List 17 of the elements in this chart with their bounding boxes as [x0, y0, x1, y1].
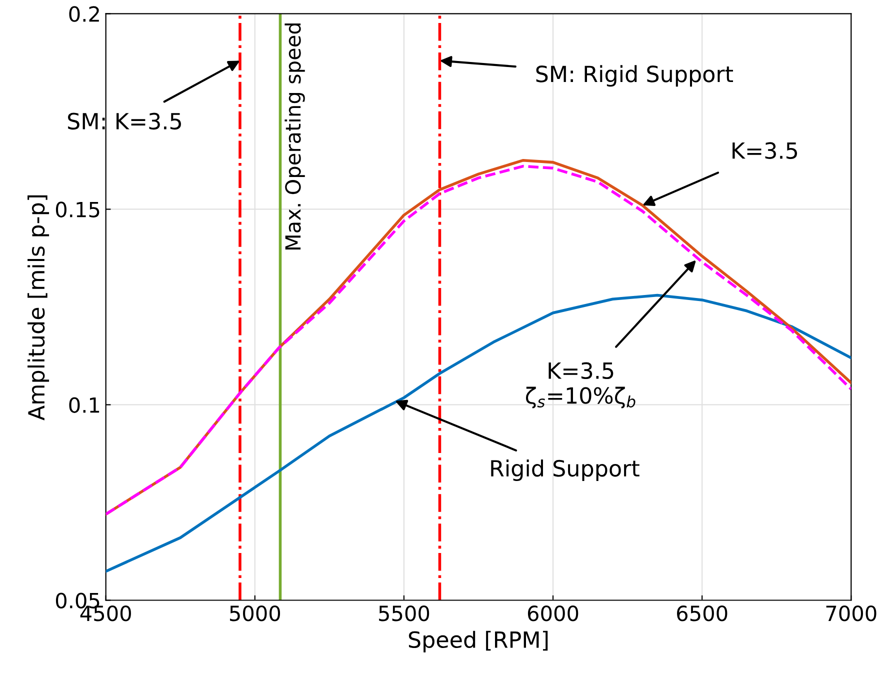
x-tick-label: 7000: [826, 605, 876, 622]
x-tick-label: 5500: [379, 605, 430, 622]
annotation: Rigid Support: [491, 460, 640, 482]
x-tick-label: 6000: [528, 605, 578, 622]
y-tick-label: 0.2: [69, 6, 99, 22]
annotation: K=3.5 ζ$_{s}$=10%ζ$_{b}$: [526, 362, 636, 408]
annotation: SM: K=3.5: [68, 112, 181, 130]
annotation: SM: Rigid Support: [536, 65, 734, 87]
ref-line-label: Max. Operating speed: [284, 23, 305, 250]
y-tick-label: 0.1: [69, 397, 100, 413]
line-series: [106, 294, 852, 573]
y-tick-label: 0.15: [56, 202, 100, 218]
annotation: K=3.5: [732, 142, 797, 159]
x-axis-title: Speed [RPM]: [408, 630, 548, 652]
y-axis-title: Amplitude [mils p-p]: [28, 195, 50, 420]
x-tick-label: 6500: [677, 605, 728, 622]
x-tick-label: 5000: [230, 605, 280, 622]
